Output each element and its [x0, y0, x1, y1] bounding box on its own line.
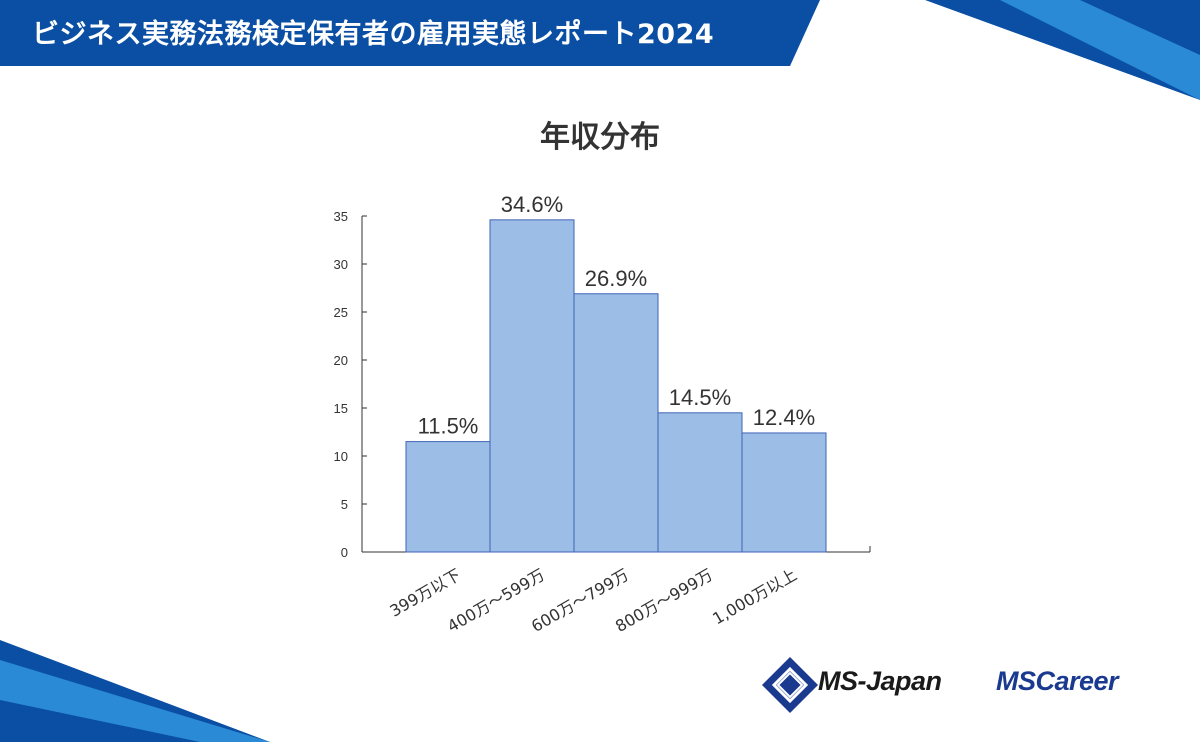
data-label-4: 14.5%: [669, 385, 731, 410]
data-label-5: 12.4%: [753, 405, 815, 430]
data-label-2: 34.6%: [501, 192, 563, 217]
data-label-3: 26.9%: [585, 266, 647, 291]
y-tick-label: 10: [334, 449, 348, 464]
y-tick-label: 0: [341, 545, 348, 560]
y-tick-label: 20: [334, 353, 348, 368]
decor-stripe-bottom-left-1: [0, 640, 270, 742]
msjapan-logo-text: MS-Japan: [818, 666, 942, 696]
msjapan-logo-icon: [762, 657, 818, 713]
bar-1: [405, 441, 491, 553]
y-tick-label: 30: [334, 257, 348, 272]
y-tick-label: 5: [341, 497, 348, 512]
bar-2: [489, 219, 575, 553]
category-label-1: 399万以下: [386, 565, 464, 621]
header-banner: ビジネス実務法務検定保有者の雇用実態レポート2024: [0, 0, 820, 66]
bar-5: [741, 432, 827, 553]
report-title: ビジネス実務法務検定保有者の雇用実態レポート2024: [32, 19, 715, 50]
mscareer-logo-text: MSCareer: [996, 666, 1119, 696]
chart-title: 年収分布: [540, 120, 660, 155]
chart-bars: [405, 219, 827, 553]
data-label-1: 11.5%: [418, 414, 479, 439]
bar-3: [573, 293, 659, 553]
category-label-5: 1,000万以上: [709, 565, 800, 628]
decor-stripe-bottom-left-2: [0, 660, 270, 742]
y-tick-label: 25: [334, 305, 348, 320]
y-tick-label: 15: [334, 401, 348, 416]
banner-shape: [0, 0, 820, 66]
decor-stripe-top-right-2: [1000, 0, 1200, 100]
y-tick-label: 35: [334, 209, 348, 224]
bar-4: [657, 412, 743, 553]
